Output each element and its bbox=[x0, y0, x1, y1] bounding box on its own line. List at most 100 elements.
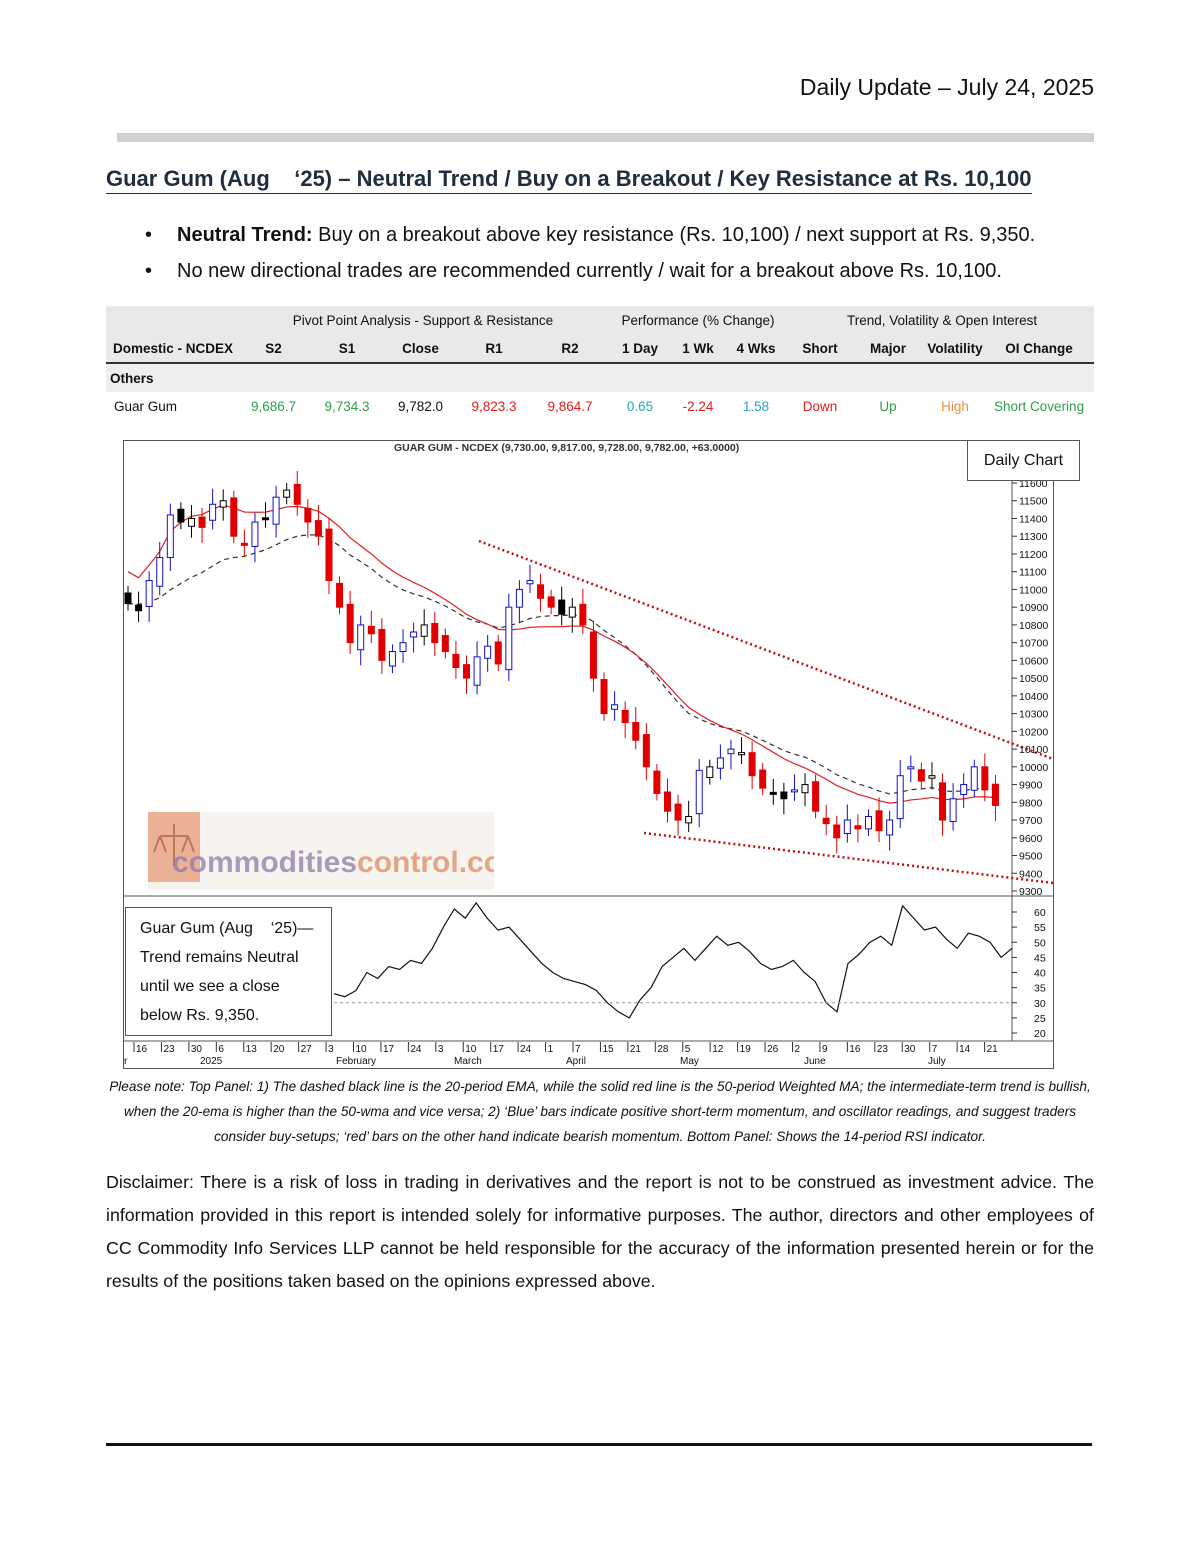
bullet-marker: • bbox=[145, 224, 153, 246]
close-value: 9,782.0 bbox=[397, 398, 444, 414]
moving-averages bbox=[127, 504, 996, 804]
candle-body bbox=[896, 775, 904, 820]
price-tick-label: 10800 bbox=[1019, 620, 1048, 632]
date-tick-label: 24 bbox=[410, 1044, 422, 1055]
date-tick-label: 7 bbox=[932, 1044, 938, 1055]
candle-body bbox=[706, 766, 714, 778]
candle-body bbox=[738, 752, 746, 756]
column-header: Major bbox=[850, 334, 927, 364]
candle-body bbox=[981, 766, 989, 791]
rsi-tick-label: 60 bbox=[1034, 907, 1046, 919]
candle-body bbox=[177, 508, 185, 523]
bullet-bold: Neutral Trend: bbox=[177, 224, 313, 246]
candle-body bbox=[600, 679, 608, 715]
resistance-trendline bbox=[478, 539, 1053, 761]
rsi-tick-label: 20 bbox=[1034, 1028, 1046, 1040]
bullet-text: No new directional trades are recommende… bbox=[177, 260, 1002, 282]
commodity-name: Guar Gum bbox=[114, 398, 178, 414]
bullet-marker: • bbox=[145, 260, 153, 282]
date-tick-label: 9 bbox=[822, 1044, 828, 1055]
price-tick-label: 11100 bbox=[1019, 567, 1047, 579]
candle-body bbox=[991, 783, 999, 806]
rsi-tick-label: 25 bbox=[1034, 1013, 1046, 1025]
candle-body bbox=[960, 784, 968, 795]
candle-body bbox=[135, 604, 143, 612]
candle-body bbox=[558, 599, 566, 615]
date-tick-label: 27 bbox=[301, 1044, 313, 1055]
column-header: 1 Day bbox=[606, 334, 674, 364]
price-tick-label: 9400 bbox=[1019, 868, 1043, 880]
price-tick-label: 9600 bbox=[1019, 833, 1043, 845]
date-tick-label: 21 bbox=[630, 1044, 642, 1055]
candle-body bbox=[526, 580, 534, 585]
svg-text:commoditiescontrol.com: commoditiescontrol.com bbox=[172, 846, 494, 879]
table-column-header-row: Domestic - NCDEX S2 S1 Close R1 R2 1 Day… bbox=[106, 334, 1095, 364]
candle-body bbox=[568, 606, 576, 618]
candle-body bbox=[727, 748, 735, 755]
trend-group-header: Trend, Volatility & Open Interest bbox=[790, 306, 1095, 334]
price-tick-label: 9700 bbox=[1019, 815, 1043, 827]
bullet-text: Buy on a breakout above key resistance (… bbox=[312, 224, 1036, 246]
column-header: 1 Wk bbox=[674, 334, 722, 364]
column-header: R2 bbox=[534, 334, 606, 364]
short-trend: Down bbox=[802, 398, 838, 414]
bullet-point-2: • No new directional trades are recommend… bbox=[145, 260, 1002, 283]
rsi-tick-label: 50 bbox=[1034, 937, 1046, 949]
date-tick-label: 30 bbox=[191, 1044, 203, 1055]
date-tick-label: 20 bbox=[273, 1044, 285, 1055]
date-tick-label: 21 bbox=[987, 1044, 999, 1055]
price-tick-label: 11000 bbox=[1019, 584, 1048, 596]
commoditiescontrol-logo: commoditiescontrol.com bbox=[148, 812, 529, 890]
performance-group-header: Performance (% Change) bbox=[606, 306, 791, 334]
date-tick-label: 7 bbox=[575, 1044, 581, 1055]
ema-20-line bbox=[127, 534, 996, 795]
volatility-value: High bbox=[941, 398, 969, 414]
date-tick-label: 13 bbox=[246, 1044, 258, 1055]
candle-body bbox=[833, 824, 841, 839]
pivot-point-table: Pivot Point Analysis - Support & Resista… bbox=[106, 306, 1095, 420]
rsi-line bbox=[333, 901, 1013, 1019]
candle-body bbox=[314, 520, 322, 537]
candle-body bbox=[822, 817, 830, 825]
date-tick-label: 24 bbox=[520, 1044, 532, 1055]
candle-body bbox=[589, 631, 597, 679]
candle-body bbox=[663, 791, 671, 812]
candle-body bbox=[854, 825, 862, 830]
one-day-change: 0.65 bbox=[626, 398, 654, 414]
header-divider bbox=[117, 133, 1094, 142]
table-row: Guar Gum 9,686.7 9,734.3 9,782.0 9,823.3… bbox=[106, 392, 1094, 420]
rsi-axis: 60 55 50 45 40 35 30 25 20 bbox=[334, 907, 1046, 1040]
table-group-header-row: Pivot Point Analysis - Support & Resista… bbox=[106, 306, 1095, 334]
candle-body bbox=[283, 489, 291, 498]
chart-canvas: GUAR GUM - NCDEX (9,730.00, 9,817.00, 9,… bbox=[124, 442, 1053, 1067]
rsi-tick-label: 55 bbox=[1034, 922, 1046, 934]
candle-body bbox=[463, 664, 471, 679]
candle-body bbox=[357, 624, 365, 651]
rsi-tick-label: 45 bbox=[1034, 952, 1046, 964]
date-tick-label: 1 bbox=[548, 1044, 554, 1055]
month-label: May bbox=[680, 1056, 699, 1067]
date-tick-label: 15 bbox=[602, 1044, 614, 1055]
date-tick-label: 10 bbox=[465, 1044, 477, 1055]
price-tick-label: 10300 bbox=[1019, 709, 1048, 721]
candle-body bbox=[674, 803, 682, 821]
candle-body bbox=[378, 629, 386, 661]
candle-body bbox=[346, 603, 354, 644]
price-tick-label: 9300 bbox=[1019, 886, 1043, 898]
chart-panels bbox=[124, 455, 1053, 1042]
date-tick-label: 17 bbox=[383, 1044, 395, 1055]
candle-body bbox=[970, 766, 978, 791]
date-tick-label: 6 bbox=[218, 1044, 224, 1055]
month-label: June bbox=[804, 1056, 826, 1067]
date-tick-label: 2 bbox=[795, 1044, 801, 1055]
candle-body bbox=[716, 757, 724, 769]
candlesticks bbox=[124, 470, 999, 854]
candle-body bbox=[843, 819, 851, 835]
candle-body bbox=[653, 770, 661, 794]
candle-body bbox=[156, 557, 164, 587]
date-tick-label: 10 bbox=[356, 1044, 368, 1055]
four-week-change: 1.58 bbox=[742, 398, 770, 414]
price-tick-label: 10400 bbox=[1019, 691, 1048, 703]
bullet-point-1: • Neutral Trend: Buy on a breakout above … bbox=[145, 224, 1035, 247]
rsi-line bbox=[333, 901, 1013, 1019]
